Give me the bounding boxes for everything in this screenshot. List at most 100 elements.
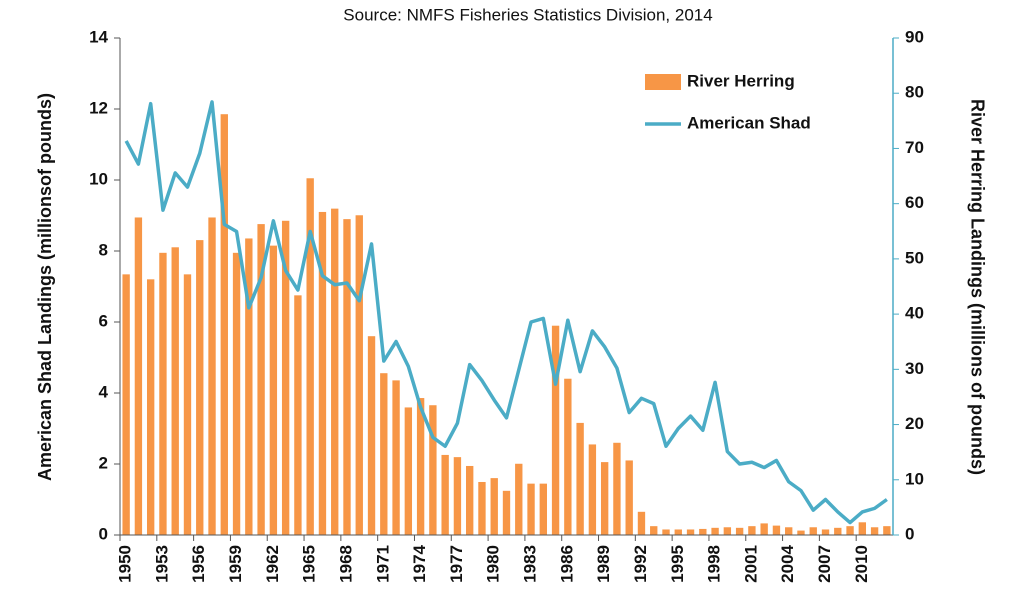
bar [539,483,547,535]
bar [122,274,130,535]
bar [613,442,621,535]
x-tick-label: 1986 [557,545,576,583]
x-tick-label: 1968 [336,545,355,583]
bar [281,220,290,535]
bar [429,405,437,535]
bar [772,525,781,535]
bar [735,527,744,535]
bar [502,490,511,535]
bar [331,208,339,536]
bar [846,526,854,535]
bar [294,295,302,535]
y-tick-label: 10 [89,169,108,188]
x-tick-label: 1980 [484,545,503,583]
bar [196,240,204,535]
x-tick-label: 1983 [521,545,540,583]
x-tick-label: 1989 [594,545,613,583]
bar [208,217,216,535]
bar [134,217,143,535]
y2-tick-label: 50 [905,248,924,267]
x-tick-label: 2001 [741,545,760,583]
bar [723,527,732,535]
y2-tick-label: 80 [905,83,924,102]
bar [883,526,891,535]
bar [318,211,327,535]
bar [441,454,449,535]
bar [466,465,474,535]
x-tick-label: 1995 [668,545,687,583]
x-tick-label: 1953 [152,545,171,583]
x-tick-label: 1962 [263,545,282,583]
bar [797,530,805,535]
x-tick-label: 1971 [373,545,392,583]
bar [367,336,376,535]
x-tick-label: 1977 [447,545,466,583]
x-tick-label: 1956 [189,545,208,583]
bar [809,527,817,535]
bar [662,529,670,535]
bar [650,526,658,535]
bar [870,527,879,535]
y-tick-label: 2 [99,453,108,472]
bar [232,252,241,535]
x-tick-label: 2004 [778,544,797,582]
y-tick-label: 4 [99,382,109,401]
y2-tick-label: 10 [905,469,924,488]
x-tick-label: 1992 [631,545,650,583]
legend-label: River Herring [687,71,795,90]
bar [257,224,265,536]
x-tick-label: 1974 [410,544,429,582]
bar [269,245,278,535]
bar [527,483,535,535]
y2-tick-label: 70 [905,138,924,157]
y-tick-label: 12 [89,98,108,117]
bar [453,457,462,535]
bar [748,526,756,535]
bar [392,380,400,535]
bar [490,478,498,535]
bar [404,407,413,535]
bar [588,444,597,535]
x-tick-label: 1965 [300,545,319,583]
bar [146,279,155,535]
bar [183,274,192,535]
bar [380,373,388,535]
bar [245,238,253,535]
y-tick-label: 6 [99,311,108,330]
x-tick-label: 1959 [226,545,245,583]
y-axis-title: American Shad Landings (millionsof pound… [35,93,55,481]
bar [551,325,560,535]
x-tick-label: 2007 [815,545,834,583]
bar [355,215,363,535]
bar [159,252,167,535]
bar [858,522,867,535]
bar [699,528,707,535]
bar [171,247,179,535]
bar [711,527,719,535]
bar [600,462,609,535]
legend-label: American Shad [687,113,811,132]
bar [564,378,572,535]
bar [478,481,486,535]
bar [306,178,314,535]
bar [576,422,584,535]
bar [834,527,842,535]
y2-tick-label: 60 [905,193,924,212]
bar [686,529,695,535]
y2-tick-label: 20 [905,414,924,433]
y2-tick-label: 0 [905,524,914,543]
y2-tick-label: 40 [905,304,924,323]
legend-swatch [645,74,681,90]
y-tick-label: 8 [99,240,108,259]
bar [674,529,682,535]
y2-tick-label: 90 [905,27,924,46]
y-tick-label: 0 [99,524,108,543]
bar [220,114,228,535]
bar [625,460,633,535]
line [124,100,888,525]
bar [343,219,351,535]
bar [821,529,830,535]
bar [637,511,646,535]
x-tick-label: 1950 [116,545,135,583]
